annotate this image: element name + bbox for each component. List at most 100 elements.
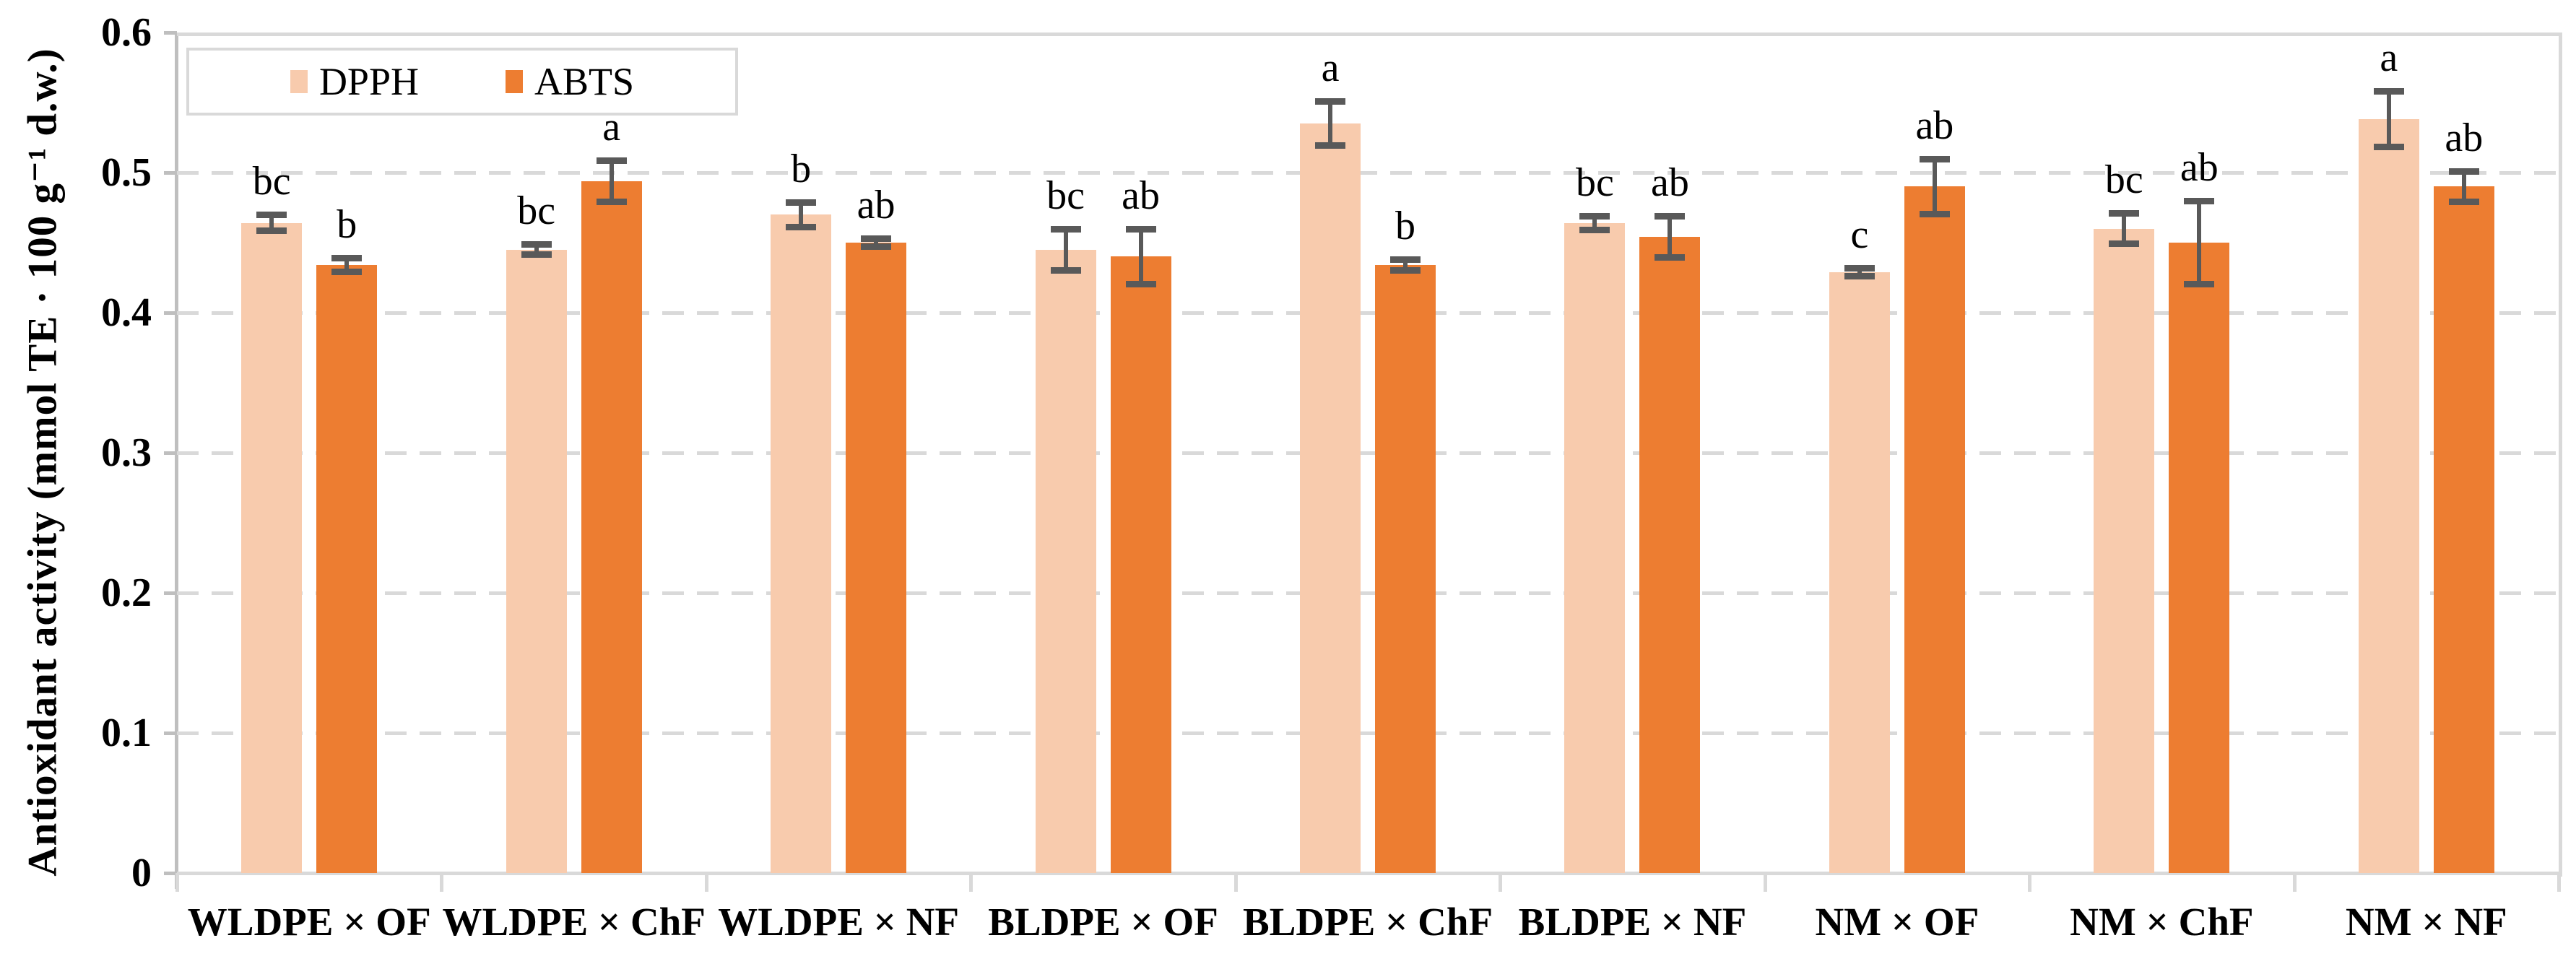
legend-swatch-abts	[506, 70, 523, 93]
error-bar-cap-top	[1844, 264, 1875, 272]
error-bar-cap-bottom	[1315, 142, 1345, 149]
error-bar-cap-bottom	[2448, 198, 2479, 205]
error-bar-cap-top	[1050, 225, 1081, 233]
y-axis-tick	[164, 171, 177, 175]
bar-abts	[1375, 265, 1436, 873]
error-bar-cap-bottom	[331, 268, 363, 275]
legend-item-dpph: DPPH	[290, 62, 419, 101]
y-tick-label: 0.1	[101, 711, 152, 755]
error-bar-whisker	[1668, 216, 1673, 259]
y-axis-tick	[164, 311, 177, 315]
y-tick-label: 0.5	[101, 150, 152, 195]
legend-label-dpph: DPPH	[318, 60, 419, 103]
gridline	[177, 311, 2559, 315]
gridline	[177, 731, 2559, 735]
bar-dpph	[771, 214, 832, 873]
significance-letter: bc	[2104, 157, 2143, 203]
error-bar-whisker	[344, 258, 350, 272]
significance-letter: b	[1395, 204, 1415, 249]
bar-dpph	[1300, 123, 1361, 873]
error-bar-cap-bottom	[256, 227, 287, 235]
bar-abts	[1639, 237, 1701, 873]
error-bar-cap-top	[2448, 168, 2479, 175]
bar-abts	[846, 243, 907, 873]
significance-letter: bc	[252, 159, 291, 204]
error-bar-cap-bottom	[521, 251, 552, 259]
error-bar-whisker	[1403, 259, 1408, 271]
error-bar-cap-top	[1919, 155, 1950, 162]
error-bar-cap-top	[1579, 213, 1610, 220]
legend: DPPH ABTS	[186, 48, 738, 116]
error-bar-cap-top	[256, 212, 287, 219]
error-bar-whisker	[1932, 158, 1937, 215]
error-bar-whisker	[1328, 101, 1332, 147]
significance-letter: a	[2380, 35, 2398, 81]
significance-letter: b	[337, 202, 357, 248]
gridline	[177, 171, 2559, 175]
x-category-label: NM × ChF	[2070, 900, 2254, 944]
y-axis-tick	[164, 731, 177, 735]
error-bar-whisker	[799, 201, 804, 227]
error-bar-whisker	[2122, 213, 2127, 244]
y-axis-tick	[164, 872, 177, 875]
error-bar-whisker	[534, 243, 539, 256]
bar-abts	[2433, 186, 2494, 873]
error-bar-cap-bottom	[1579, 226, 1610, 233]
error-bar-cap-top	[1125, 225, 1156, 233]
x-axis-tick	[440, 873, 444, 892]
gridline	[177, 591, 2559, 595]
x-category-label: NM × OF	[1815, 900, 1979, 944]
bar-dpph	[241, 222, 303, 873]
error-bar-cap-top	[331, 255, 363, 262]
error-bar-cap-bottom	[1655, 254, 1686, 261]
x-axis-tick	[2028, 873, 2032, 892]
error-bar-whisker	[269, 214, 274, 232]
legend-item-abts: ABTS	[506, 62, 634, 101]
bar-abts	[316, 265, 378, 873]
error-bar-whisker	[2461, 171, 2466, 202]
error-bar-cap-top	[2109, 210, 2140, 217]
error-bar-cap-bottom	[1050, 266, 1081, 274]
x-axis-tick	[2292, 873, 2297, 892]
significance-letter: ab	[857, 183, 895, 228]
y-tick-label: 0.2	[101, 570, 152, 615]
error-bar-whisker	[874, 238, 879, 247]
error-bar-cap-top	[1390, 256, 1421, 264]
error-bar-cap-top	[596, 157, 627, 164]
error-bar-cap-bottom	[861, 243, 892, 250]
error-bar-cap-bottom	[1125, 281, 1156, 288]
error-bar-whisker	[1857, 267, 1862, 277]
significance-letter: bc	[517, 188, 556, 233]
error-bar-whisker	[1592, 216, 1597, 230]
error-bar-whisker	[1063, 228, 1068, 271]
bar-dpph	[1564, 222, 1626, 873]
x-axis-tick	[175, 873, 179, 892]
legend-label-abts: ABTS	[534, 60, 635, 103]
error-bar-cap-bottom	[2109, 240, 2140, 247]
x-category-label: WLDPE × NF	[718, 900, 960, 944]
significance-letter: ab	[1651, 160, 1689, 206]
x-category-label: WLDPE × ChF	[442, 900, 706, 944]
bar-abts	[581, 181, 642, 873]
significance-letter: c	[1850, 212, 1869, 257]
significance-letter: bc	[1576, 160, 1614, 206]
x-category-label: WLDPE × OF	[187, 900, 431, 944]
error-bar-cap-top	[2184, 197, 2215, 204]
x-axis-tick	[1499, 873, 1503, 892]
bar-dpph	[2094, 228, 2155, 873]
bar-dpph	[1829, 272, 1890, 873]
error-bar-whisker	[2197, 200, 2202, 285]
x-axis-tick	[2557, 873, 2561, 892]
x-category-label: BLDPE × NF	[1518, 900, 1747, 944]
bar-dpph	[1035, 249, 1096, 873]
y-tick-label: 0	[131, 851, 152, 895]
plot-area	[177, 32, 2562, 877]
error-bar-whisker	[1138, 228, 1143, 285]
bar-dpph	[2358, 119, 2419, 873]
x-axis-tick	[969, 873, 973, 892]
significance-letter: ab	[1122, 173, 1160, 218]
error-bar-cap-top	[1655, 213, 1686, 220]
significance-letter: a	[1321, 45, 1340, 91]
x-axis-tick	[1763, 873, 1767, 892]
gridline	[177, 451, 2559, 455]
